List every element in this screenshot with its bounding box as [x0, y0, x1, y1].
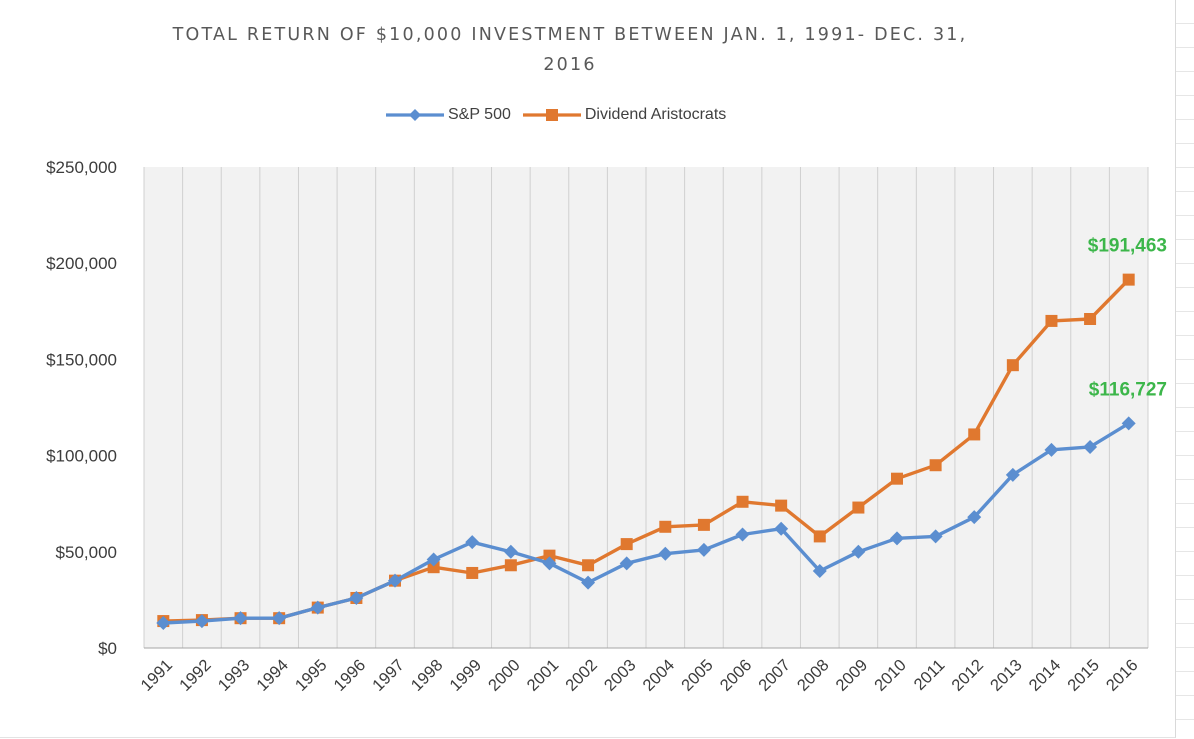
series-line-s-p-500	[161, 421, 1131, 625]
chart-title-line-2: 2016	[543, 55, 597, 75]
data-point-dividend-aristocrats	[736, 495, 749, 508]
legend-item-sp500: S&P 500	[386, 106, 511, 124]
data-point-dividend-aristocrats	[427, 561, 440, 574]
data-point-dividend-aristocrats	[813, 530, 826, 543]
data-label-annotation: $191,463	[1088, 236, 1167, 257]
data-point-s-p-500	[928, 529, 943, 544]
x-tick-label: 1993	[215, 656, 254, 695]
chart-title-line-1: TOTAL RETURN OF $10,000 INVESTMENT BETWE…	[172, 25, 968, 45]
data-label-annotation: $116,727	[1089, 379, 1167, 400]
x-tick-label: 1992	[176, 656, 215, 695]
data-point-dividend-aristocrats	[1122, 273, 1135, 286]
y-tick-label: $250,000	[46, 158, 117, 177]
data-point-dividend-aristocrats	[891, 472, 903, 485]
data-point-s-p-500	[388, 573, 402, 588]
data-point-s-p-500	[156, 615, 171, 630]
x-tick-label: 2007	[755, 656, 794, 695]
y-tick-label: $0	[98, 639, 117, 658]
data-point-dividend-aristocrats	[543, 549, 556, 562]
data-point-s-p-500	[658, 546, 673, 561]
data-point-s-p-500	[233, 611, 248, 626]
data-point-s-p-500	[1083, 439, 1098, 454]
data-point-dividend-aristocrats	[968, 428, 981, 441]
legend-label-dividend-aristocrats: Dividend Aristocrats	[584, 106, 727, 123]
x-tick-label: 1994	[253, 656, 292, 695]
data-point-dividend-aristocrats	[466, 566, 479, 579]
legend-swatch-dividend-aristocrats	[522, 109, 581, 121]
data-point-dividend-aristocrats	[929, 459, 942, 472]
x-tick-label: 2014	[1026, 656, 1065, 695]
data-point-dividend-aristocrats	[659, 520, 672, 533]
y-tick-label: $200,000	[46, 254, 117, 273]
data-point-s-p-500	[774, 521, 789, 536]
x-tick-label: 2012	[948, 656, 987, 695]
data-point-dividend-aristocrats	[1006, 359, 1019, 372]
data-point-dividend-aristocrats	[582, 559, 595, 572]
y-tick-label: $100,000	[46, 447, 117, 466]
x-tick-label: 2002	[562, 656, 601, 695]
data-point-s-p-500	[812, 564, 827, 579]
x-tick-label: 2010	[871, 656, 910, 695]
x-tick-label: 2009	[833, 656, 872, 695]
data-point-s-p-500	[1121, 416, 1136, 431]
data-point-s-p-500	[310, 600, 325, 615]
data-point-s-p-500	[851, 544, 866, 559]
x-tick-label: 2004	[639, 656, 678, 695]
data-point-s-p-500	[735, 527, 750, 542]
x-tick-label: 2013	[987, 656, 1026, 695]
data-point-dividend-aristocrats	[620, 538, 633, 551]
data-point-s-p-500	[465, 535, 480, 550]
x-tick-label: 2006	[717, 656, 756, 695]
x-tick-label: 2000	[485, 656, 524, 695]
data-point-s-p-500	[581, 575, 596, 590]
x-tick-label: 2015	[1064, 656, 1103, 695]
data-point-s-p-500	[890, 531, 904, 546]
data-point-s-p-500	[426, 552, 441, 567]
data-point-s-p-500	[194, 614, 209, 629]
data-point-dividend-aristocrats	[504, 559, 517, 572]
x-tick-label: 2016	[1103, 656, 1142, 695]
data-point-s-p-500	[349, 590, 364, 605]
data-point-dividend-aristocrats	[775, 499, 788, 512]
data-point-dividend-aristocrats	[1045, 314, 1058, 327]
x-tick-label: 2003	[601, 656, 640, 695]
data-point-s-p-500	[503, 544, 518, 559]
data-point-s-p-500	[272, 611, 287, 626]
legend-swatch-sp500	[386, 109, 444, 121]
chart-title: TOTAL RETURN OF $10,000 INVESTMENT BETWE…	[150, 20, 990, 80]
data-point-dividend-aristocrats	[1084, 312, 1097, 325]
x-tick-label: 2005	[678, 656, 717, 695]
chart-legend: S&P 500 Dividend Aristocrats	[386, 104, 726, 126]
spreadsheet-gridlines	[1176, 0, 1194, 739]
data-point-s-p-500	[1005, 467, 1020, 482]
data-point-s-p-500	[542, 556, 557, 571]
x-tick-label: 1991	[137, 656, 176, 695]
legend-item-dividend-aristocrats: Dividend Aristocrats	[522, 106, 727, 124]
x-tick-label: 1999	[446, 656, 485, 695]
data-point-s-p-500	[696, 542, 711, 557]
legend-label-sp500: S&P 500	[448, 106, 511, 123]
x-tick-label: 1995	[292, 656, 331, 695]
data-point-s-p-500	[967, 510, 982, 525]
y-tick-label: $150,000	[46, 350, 117, 369]
x-tick-label: 2001	[524, 656, 563, 695]
data-point-s-p-500	[1044, 442, 1059, 457]
x-tick-label: 1996	[331, 656, 370, 695]
x-tick-label: 1997	[369, 656, 408, 695]
data-point-dividend-aristocrats	[697, 518, 710, 531]
x-tick-label: 2011	[911, 656, 949, 694]
data-point-s-p-500	[619, 556, 634, 571]
x-tick-label: 2008	[794, 656, 833, 695]
data-point-dividend-aristocrats	[852, 501, 865, 514]
y-tick-label: $50,000	[56, 543, 117, 562]
x-tick-label: 1998	[408, 656, 447, 695]
